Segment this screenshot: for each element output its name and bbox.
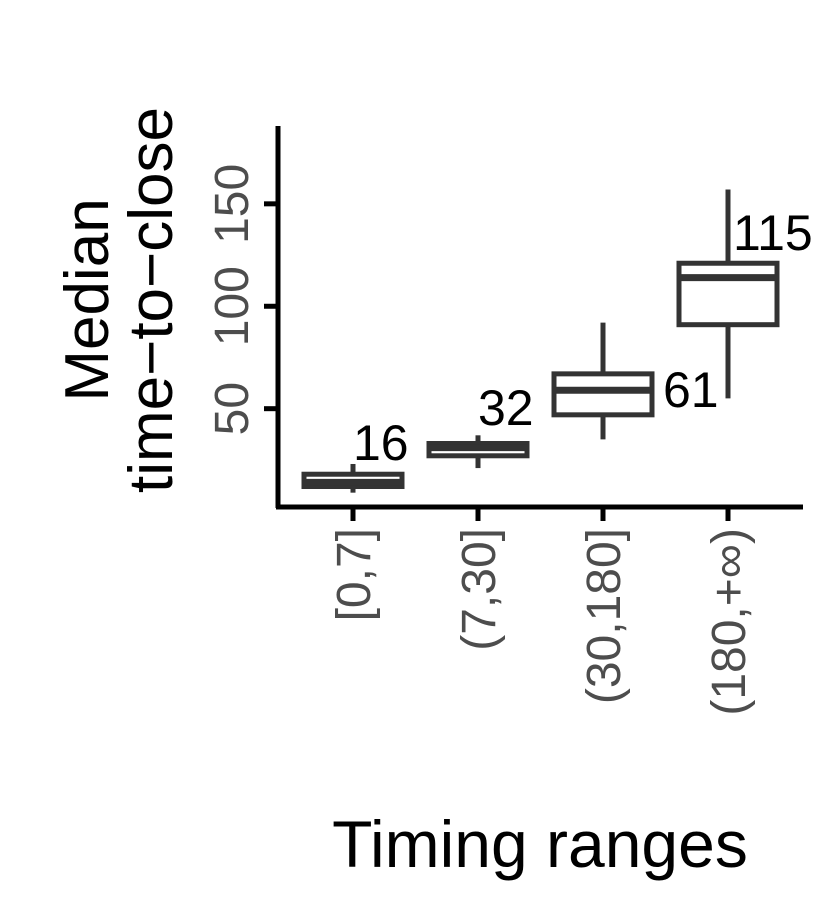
x-axis-title: Timing ranges — [332, 807, 748, 881]
x-tick-label: [0,7] — [328, 528, 381, 621]
y-tick-label: 50 — [206, 382, 259, 435]
x-tick-label: (180,+∞) — [703, 528, 756, 716]
chart-marks: 50 100 150 [0,7] 16 (7,30] 32 (30,180] 61 (180,+∞… — [206, 164, 813, 716]
y-axis-title-line-1: Median — [53, 198, 122, 401]
box-body — [551, 371, 655, 418]
x-tick-label: (7,30] — [453, 528, 506, 651]
data-label: 32 — [478, 380, 534, 436]
y-axis-title-line-2: time−to−close — [117, 107, 186, 493]
data-label: 16 — [353, 415, 409, 471]
data-label: 61 — [663, 362, 719, 418]
y-tick-label: 100 — [206, 266, 259, 346]
y-tick-label: 150 — [206, 164, 259, 244]
x-tick-label: (30,180] — [578, 528, 631, 704]
data-label: 115 — [733, 205, 813, 261]
box-body — [676, 260, 780, 328]
